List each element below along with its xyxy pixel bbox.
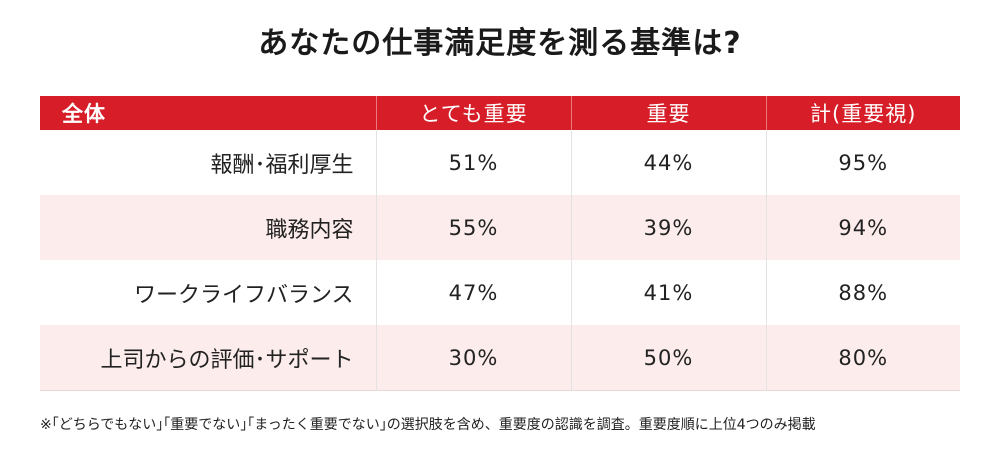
cell-very-important: 47% [375, 260, 571, 325]
footnote: ※｢どちらでもない｣｢重要でない｣｢まったく重要でない｣の選択肢を含め、重要度の… [40, 417, 816, 433]
column-header-total: 計(重要視) [765, 96, 960, 130]
table-row: 報酬･福利厚生 51% 44% 95% [40, 130, 960, 195]
row-label: 上司からの評価･サポート [40, 325, 376, 391]
cell-very-important: 55% [375, 195, 571, 260]
column-header-scope: 全体 [40, 96, 376, 130]
cell-very-important: 51% [375, 130, 571, 195]
row-label: 職務内容 [40, 195, 376, 260]
cell-important: 41% [570, 260, 766, 325]
table-row: 職務内容 55% 39% 94% [40, 195, 960, 260]
cell-total: 80% [765, 325, 960, 391]
table-row: ワークライフバランス 47% 41% 88% [40, 260, 960, 325]
row-label: ワークライフバランス [40, 260, 376, 325]
cell-important: 39% [570, 195, 766, 260]
cell-important: 44% [570, 130, 766, 195]
survey-table: 全体 とても重要 重要 計(重要視) 報酬･福利厚生 51% 44% 95% 職… [40, 96, 960, 391]
cell-important: 50% [570, 325, 766, 391]
column-header-very-important: とても重要 [375, 96, 571, 130]
cell-very-important: 30% [375, 325, 571, 391]
cell-total: 94% [765, 195, 960, 260]
row-label: 報酬･福利厚生 [40, 130, 376, 195]
cell-total: 95% [765, 130, 960, 195]
column-header-important: 重要 [570, 96, 766, 130]
chart-title: あなたの仕事満足度を測る基準は? [258, 26, 742, 61]
table-header-row: 全体 とても重要 重要 計(重要視) [40, 96, 960, 130]
table-row: 上司からの評価･サポート 30% 50% 80% [40, 325, 960, 391]
cell-total: 88% [765, 260, 960, 325]
